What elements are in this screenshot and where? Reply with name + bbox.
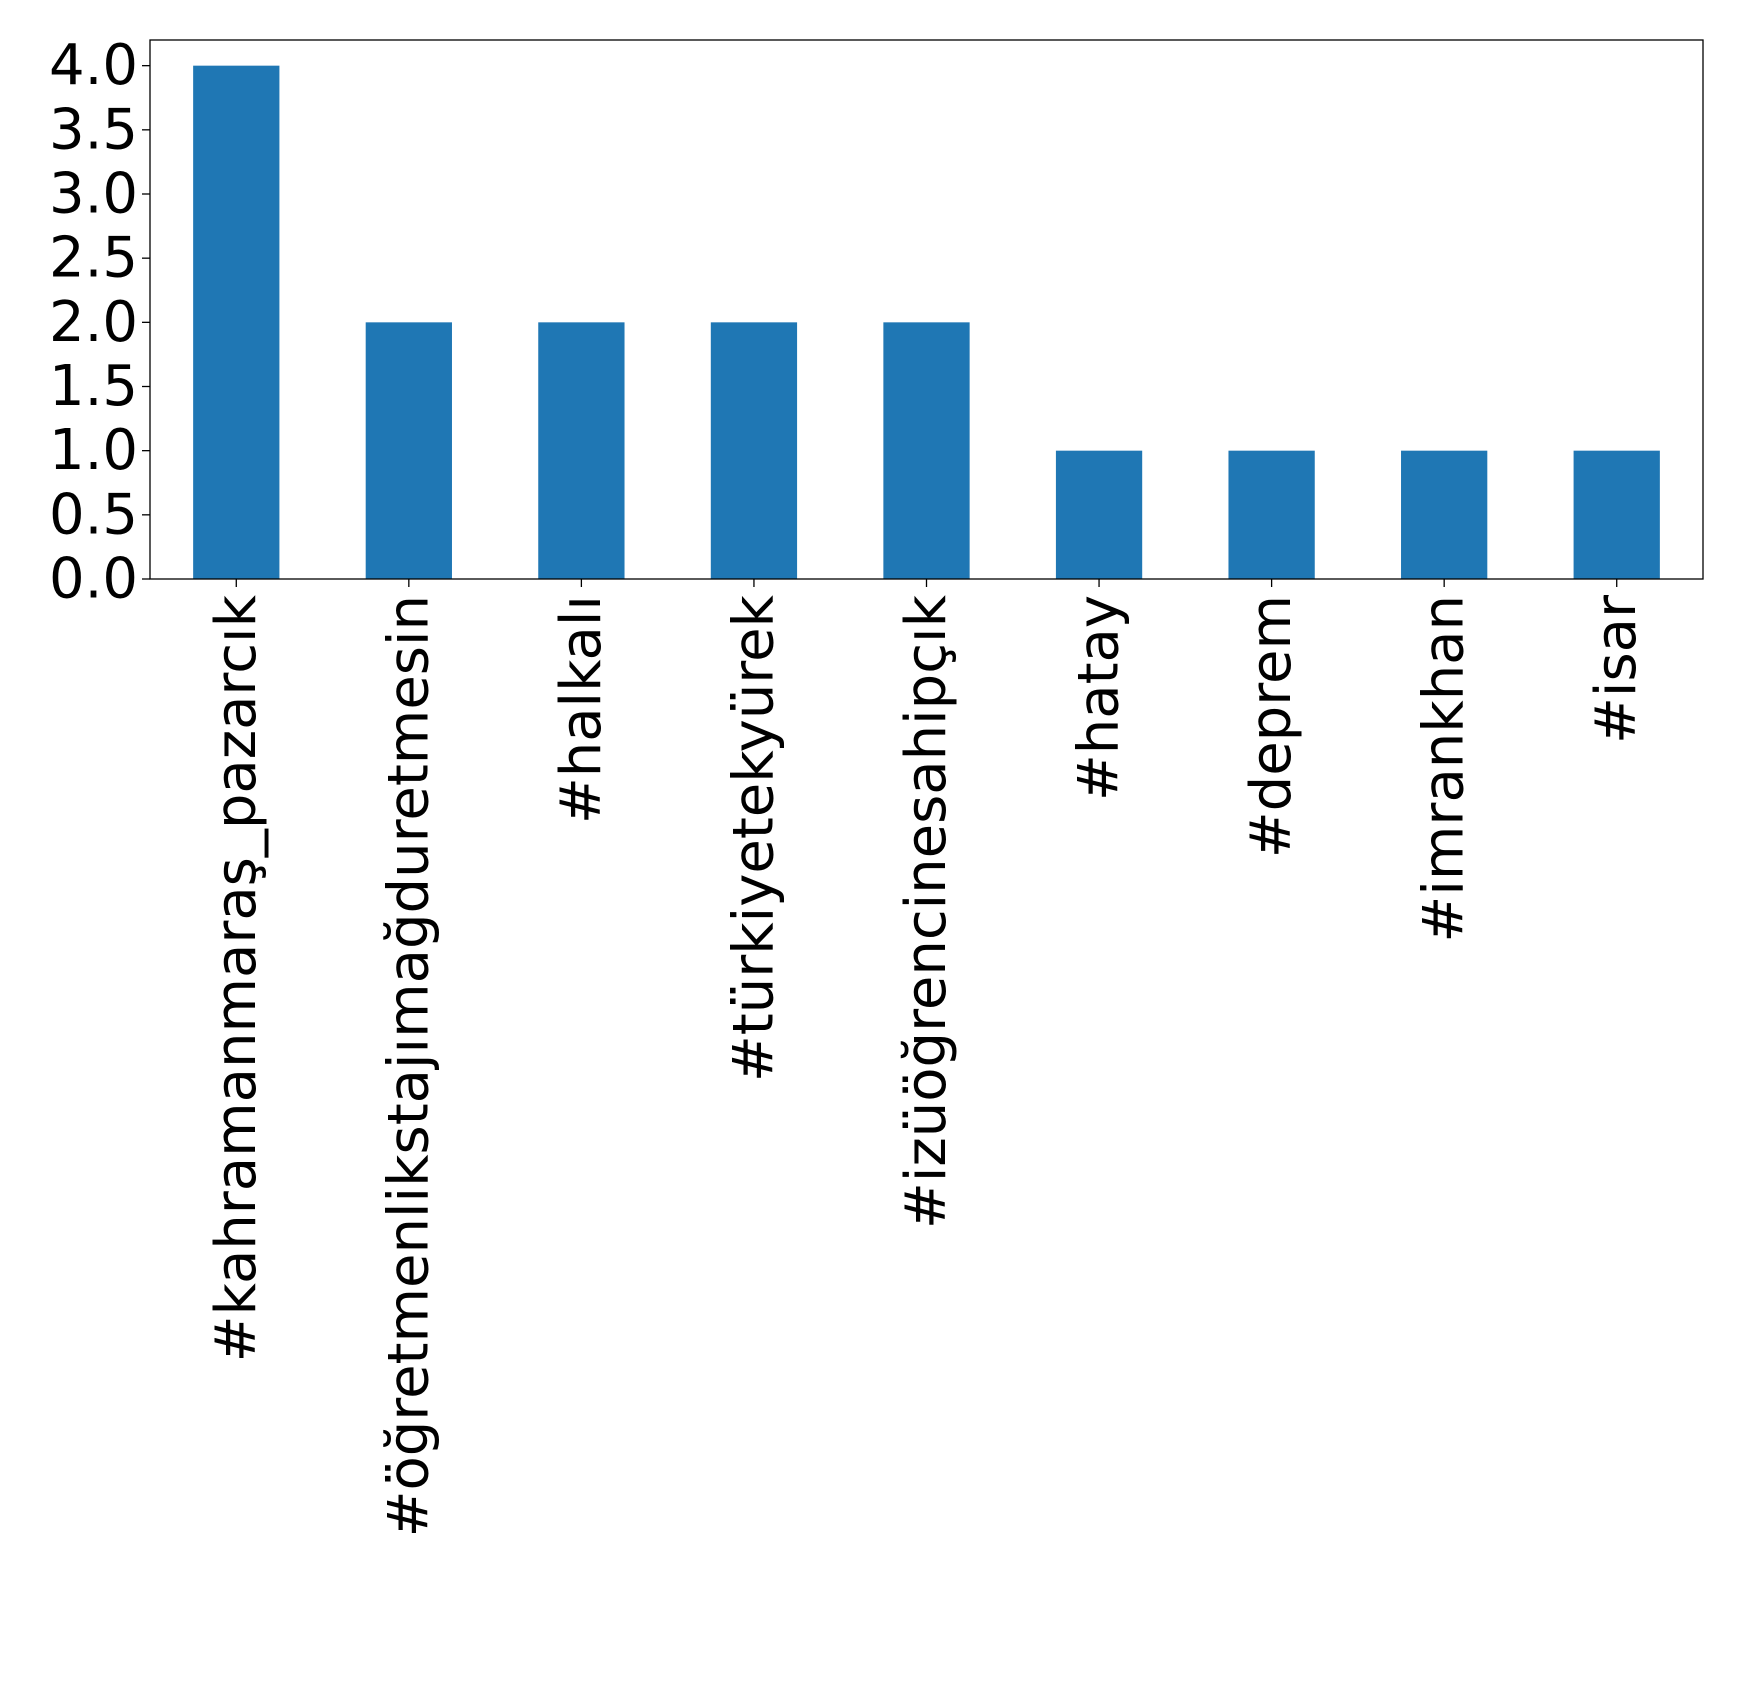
x-tick-label: #deprem [1239,595,1304,858]
y-tick-label: 0.0 [49,547,138,612]
x-tick-label: #kahramanmaraş_pazarcık [204,594,269,1362]
x-tick-label: #türkiyetekyürek [721,594,786,1082]
bar-1 [193,65,280,579]
x-tick-label: #imrankhan [1412,595,1477,943]
y-tick-label: 0.5 [49,482,138,547]
x-tick-label: #halkalı [549,595,614,824]
bar-2 [365,322,452,579]
y-tick-label: 1.0 [49,418,138,483]
bar-8 [1401,450,1488,579]
bar-5 [883,322,970,579]
bar-4 [710,322,798,579]
bar-7 [1228,450,1315,579]
x-axis-ticks: #kahramanmaraş_pazarcık #öğretmenlikstajı… [204,579,1649,1537]
x-tick-label: #isar [1584,594,1649,744]
bar-3 [538,322,625,579]
x-tick-label: #öğretmenlikstajımağduretmesin [376,595,441,1537]
bar-9 [1573,450,1660,579]
y-tick-label: 4.0 [49,33,138,98]
y-tick-label: 2.0 [49,290,138,355]
bar-6 [1055,450,1143,579]
x-tick-label: #izüöğrencinesahipçık [894,594,959,1229]
x-tick-label: #hatay [1067,595,1132,801]
y-tick-label: 1.5 [49,354,138,419]
y-tick-label: 2.5 [49,226,138,291]
bars-layer [193,65,1660,579]
y-axis-ticks: 0.00.51.01.52.02.53.03.54.0 [49,33,150,612]
y-tick-label: 3.0 [49,162,138,227]
y-tick-label: 3.5 [49,97,138,162]
